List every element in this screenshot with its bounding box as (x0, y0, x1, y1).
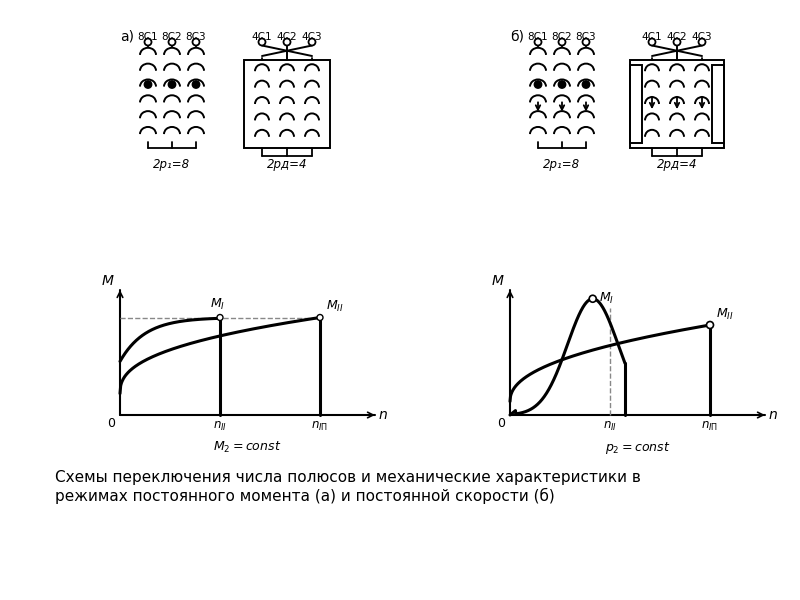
Circle shape (145, 81, 151, 88)
Text: $n_{II}$: $n_{II}$ (213, 420, 227, 433)
Circle shape (217, 314, 223, 320)
Text: $M_I$: $M_I$ (210, 298, 226, 313)
Text: 4С1: 4С1 (252, 32, 272, 42)
Text: M: M (492, 274, 504, 288)
Circle shape (582, 38, 590, 46)
Text: 2p₁=8: 2p₁=8 (543, 158, 581, 171)
Text: 8С1: 8С1 (138, 32, 158, 42)
Text: M: M (102, 274, 114, 288)
Text: 0: 0 (497, 417, 505, 430)
Circle shape (558, 38, 566, 46)
Text: $M_2 = const$: $M_2 = const$ (214, 440, 282, 455)
Circle shape (534, 81, 542, 88)
Text: 2pд=4: 2pд=4 (266, 158, 307, 171)
Text: 4С2: 4С2 (277, 32, 298, 42)
Circle shape (283, 38, 290, 46)
Text: $M_{II}$: $M_{II}$ (716, 307, 734, 322)
Text: n: n (379, 408, 388, 422)
Text: 0: 0 (107, 417, 115, 430)
Text: n: n (769, 408, 778, 422)
Text: 8С3: 8С3 (576, 32, 596, 42)
Circle shape (193, 38, 199, 46)
Text: а): а) (120, 30, 134, 44)
Text: 8С1: 8С1 (528, 32, 548, 42)
Circle shape (317, 314, 323, 320)
Text: 4С1: 4С1 (642, 32, 662, 42)
Circle shape (169, 38, 175, 46)
Bar (630, 65, 642, 143)
Text: 2pд=4: 2pд=4 (657, 158, 698, 171)
Text: $p_2 = const$: $p_2 = const$ (605, 440, 670, 456)
Text: $M_I$: $M_I$ (598, 291, 614, 306)
Text: $n_{II}$: $n_{II}$ (603, 420, 617, 433)
Circle shape (649, 38, 655, 46)
Circle shape (145, 38, 151, 46)
Circle shape (706, 322, 714, 329)
Circle shape (258, 38, 266, 46)
Text: 4С3: 4С3 (692, 32, 712, 42)
Circle shape (534, 38, 542, 46)
Text: 8С2: 8С2 (162, 32, 182, 42)
Text: $n_{IΠ}$: $n_{IΠ}$ (702, 420, 718, 433)
Circle shape (169, 81, 175, 88)
Text: б): б) (510, 30, 524, 44)
Text: 4С2: 4С2 (666, 32, 687, 42)
Bar (244, 60, 330, 148)
Text: 8С2: 8С2 (552, 32, 572, 42)
Text: 8С3: 8С3 (186, 32, 206, 42)
Text: Схемы переключения числа полюсов и механические характеристики в
режимах постоян: Схемы переключения числа полюсов и механ… (55, 470, 641, 504)
Circle shape (674, 38, 681, 46)
Circle shape (558, 81, 566, 88)
Text: 4С3: 4С3 (302, 32, 322, 42)
Circle shape (590, 295, 596, 302)
Text: $n_{IΠ}$: $n_{IΠ}$ (311, 420, 329, 433)
Circle shape (698, 38, 706, 46)
Bar (630, 60, 724, 148)
Text: 2p₁=8: 2p₁=8 (154, 158, 190, 171)
Text: $M_{II}$: $M_{II}$ (326, 298, 344, 313)
Circle shape (582, 81, 590, 88)
Circle shape (193, 81, 199, 88)
Circle shape (309, 38, 315, 46)
Bar (712, 65, 724, 143)
